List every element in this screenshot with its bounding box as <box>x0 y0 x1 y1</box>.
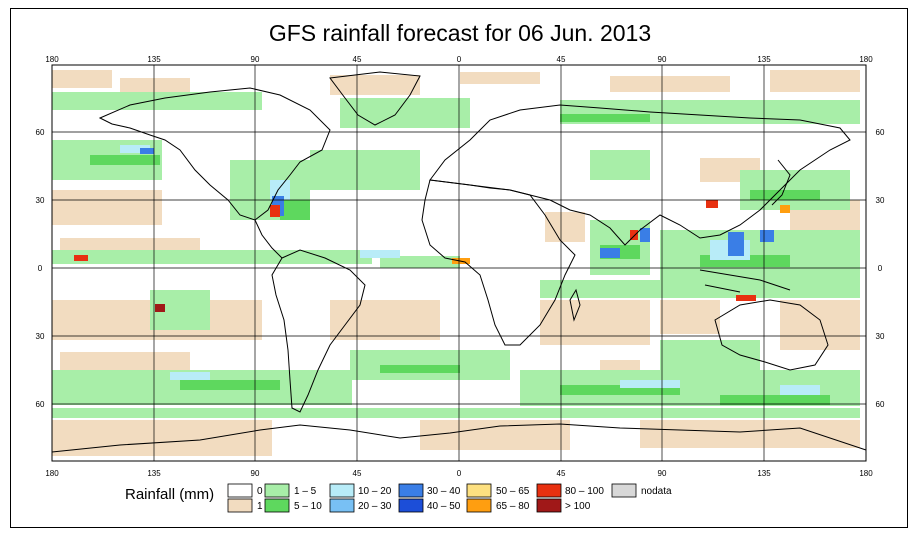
lon-label-top: 180 <box>859 55 873 64</box>
legend-item-6: 30 – 40 <box>398 483 461 498</box>
legend-swatch <box>264 483 290 498</box>
figure-frame <box>10 8 908 528</box>
legend-swatch <box>466 498 492 513</box>
legend-item-9: 65 – 80 <box>466 498 530 513</box>
madagascar-coast <box>569 288 581 322</box>
legend-label: 0 <box>257 486 263 497</box>
legend-item-0: 0 <box>227 483 263 498</box>
lon-label-bottom: 180 <box>859 469 873 478</box>
lon-label-top: 0 <box>457 55 462 64</box>
legend-label: 40 – 50 <box>427 501 461 512</box>
lon-label-top: 45 <box>353 55 362 64</box>
lon-labels-top: 180 135 90 45 0 45 90 135 180 <box>45 55 873 64</box>
lat-labels-left: 60 30 0 30 60 <box>36 128 45 409</box>
graticule <box>52 65 866 461</box>
lat-label-right: 30 <box>876 332 885 341</box>
lon-label-top: 135 <box>147 55 161 64</box>
map-title: GFS rainfall forecast for 06 Jun. 2013 <box>268 20 652 46</box>
legend-item-5: 20 – 30 <box>329 498 392 513</box>
lat-label-left: 0 <box>38 264 43 273</box>
legend-swatch <box>227 498 253 513</box>
legend-item-11: > 100 <box>536 498 591 513</box>
legend-label: 1 – 5 <box>294 486 317 497</box>
indonesia-coast <box>699 269 791 293</box>
map-border <box>51 64 867 462</box>
legend-label: 5 – 10 <box>294 501 322 512</box>
legend-swatch <box>329 483 355 498</box>
lon-label-top: 90 <box>658 55 667 64</box>
lon-label-bottom: 45 <box>557 469 566 478</box>
lon-label-bottom: 45 <box>353 469 362 478</box>
legend-item-10: 80 – 100 <box>536 483 604 498</box>
legend-item-7: 40 – 50 <box>398 498 461 513</box>
legend-label: 10 – 20 <box>358 486 392 497</box>
lon-label-top: 90 <box>251 55 260 64</box>
lon-label-top: 45 <box>557 55 566 64</box>
lon-label-bottom: 135 <box>757 469 771 478</box>
europe-coast <box>429 104 851 246</box>
lat-label-right: 60 <box>876 128 885 137</box>
lat-label-left: 60 <box>36 128 45 137</box>
lon-label-bottom: 180 <box>45 469 59 478</box>
legend-label: 65 – 80 <box>496 501 530 512</box>
lon-label-bottom: 90 <box>658 469 667 478</box>
lat-labels-right: 60 30 0 30 60 <box>876 128 885 409</box>
lon-label-top: 135 <box>757 55 771 64</box>
antarctica-coast <box>51 423 867 453</box>
legend-label: nodata <box>641 486 672 497</box>
legend-swatch <box>398 498 424 513</box>
legend-swatch <box>536 498 562 513</box>
legend-label: 20 – 30 <box>358 501 392 512</box>
lon-labels-bottom: 180 135 90 45 0 45 90 135 180 <box>45 469 873 478</box>
legend-swatch <box>536 483 562 498</box>
lat-label-left: 30 <box>36 332 45 341</box>
legend: 0 1 1 – 5 5 – 10 10 – 20 20 – 30 30 – 40… <box>227 483 672 513</box>
legend-item-3: 5 – 10 <box>264 498 322 513</box>
lon-label-top: 180 <box>45 55 59 64</box>
lon-label-bottom: 135 <box>147 469 161 478</box>
map-panel <box>51 64 867 462</box>
legend-label: 30 – 40 <box>427 486 461 497</box>
legend-item-8: 50 – 65 <box>466 483 530 498</box>
central-america-coast <box>254 219 283 259</box>
legend-swatch <box>466 483 492 498</box>
legend-item-1: 1 <box>227 498 263 513</box>
legend-swatch <box>329 498 355 513</box>
legend-swatch <box>264 498 290 513</box>
lat-label-left: 30 <box>36 196 45 205</box>
lon-label-bottom: 0 <box>457 469 462 478</box>
lat-label-left: 60 <box>36 400 45 409</box>
lat-label-right: 60 <box>876 400 885 409</box>
legend-swatch <box>227 483 253 498</box>
legend-item-4: 10 – 20 <box>329 483 392 498</box>
legend-label: > 100 <box>565 501 591 512</box>
rain-5-10mm-areas <box>90 114 830 405</box>
legend-label: 80 – 100 <box>565 486 604 497</box>
legend-title: Rainfall (mm) <box>125 486 215 503</box>
rain-20-40mm-areas <box>140 148 774 258</box>
legend-swatch <box>398 483 424 498</box>
legend-swatch <box>611 483 637 498</box>
legend-item-2: 1 – 5 <box>264 483 317 498</box>
legend-label: 1 <box>257 501 263 512</box>
africa-coast <box>421 179 576 346</box>
legend-label: 50 – 65 <box>496 486 530 497</box>
legend-item-12: nodata <box>611 483 672 498</box>
australia-coast <box>714 299 829 371</box>
lat-label-right: 0 <box>878 264 883 273</box>
greenland-coast <box>329 71 421 126</box>
lat-label-right: 30 <box>876 196 885 205</box>
lon-label-bottom: 90 <box>251 469 260 478</box>
